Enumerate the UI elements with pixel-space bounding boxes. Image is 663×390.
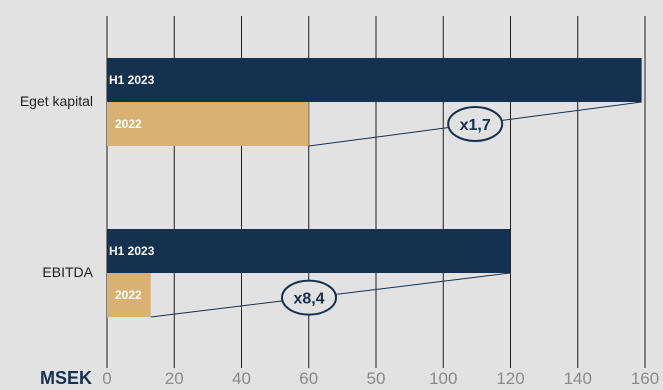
category-label: Eget kapital xyxy=(20,93,93,109)
x-tick-label: 100 xyxy=(429,369,457,388)
bar-2022 xyxy=(107,102,309,146)
bar-series-label: 2022 xyxy=(115,288,142,302)
labels: 0 20 40 60 50 100 120 140 160 MSEK H1 2023 2022 Eget… xyxy=(20,73,659,388)
category-label: EBITDA xyxy=(42,264,93,280)
x-tick-label: 60 xyxy=(299,369,318,388)
x-tick-label: 50 xyxy=(367,369,386,388)
x-tick-label: 40 xyxy=(232,369,251,388)
x-tick-label: 160 xyxy=(631,369,659,388)
x-tick-label: 140 xyxy=(564,369,592,388)
multiplier-badge xyxy=(447,106,504,142)
multiplier-connectors xyxy=(150,101,642,318)
bar-2022 xyxy=(107,273,151,317)
multiplier-value: x1,7 xyxy=(460,117,491,134)
bar-h1-2023 xyxy=(107,58,642,102)
axis-unit-label: MSEK xyxy=(40,368,92,388)
bar-series-label: 2022 xyxy=(115,117,142,131)
multiplier-badge xyxy=(281,279,338,316)
bars xyxy=(107,58,642,317)
x-tick-label: 120 xyxy=(496,369,524,388)
x-tick-label: 0 xyxy=(102,369,111,388)
bar-h1-2023 xyxy=(107,229,511,273)
multiplier-value: x8,4 xyxy=(293,291,324,308)
bar-series-label: H1 2023 xyxy=(109,73,155,87)
x-tick-label: 20 xyxy=(165,369,184,388)
bar-series-label: H1 2023 xyxy=(109,244,155,258)
